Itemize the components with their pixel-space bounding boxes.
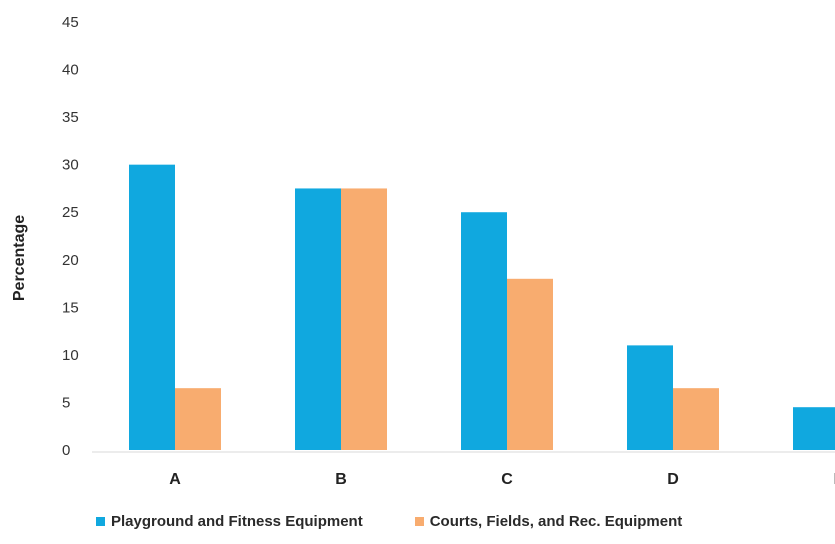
legend-swatch-playground [96, 517, 105, 526]
x-tick-label: A [169, 471, 181, 488]
x-axis-labels: A B C D E [169, 471, 835, 488]
y-tick-label: 5 [62, 394, 70, 411]
bar-playground-a [129, 164, 175, 450]
bar-courts-c [507, 278, 553, 450]
x-tick-label: E [834, 471, 835, 488]
legend-label-courts: Courts, Fields, and Rec. Equipment [429, 513, 683, 530]
y-tick-label: 20 [62, 252, 79, 269]
bar-courts-b [341, 188, 387, 450]
legend-label-playground: Playground and Fitness Equipment [111, 513, 363, 530]
bar-courts-a [175, 388, 221, 450]
y-tick-label: 40 [62, 62, 79, 79]
y-tick-label: 25 [62, 204, 79, 221]
y-axis-ticks: 0 5 10 15 20 25 30 35 40 45 [62, 14, 79, 459]
legend-item-courts: Courts, Fields, and Rec. Equipment [414, 513, 683, 530]
x-tick-label: C [501, 471, 513, 488]
y-tick-label: 0 [62, 442, 70, 459]
x-tick-label: D [667, 471, 679, 488]
bar-playground-c [461, 212, 507, 450]
y-axis-label: Percentage [11, 215, 28, 301]
legend: Playground and Fitness Equipment Courts,… [96, 513, 682, 530]
bars-group [129, 164, 835, 450]
y-tick-label: 10 [62, 347, 79, 364]
legend-item-playground: Playground and Fitness Equipment [96, 513, 363, 530]
y-tick-label: 45 [62, 14, 79, 31]
bar-playground-d [627, 345, 673, 450]
legend-swatch-courts [414, 517, 424, 526]
y-tick-label: 30 [62, 157, 79, 174]
bar-courts-d [673, 388, 719, 450]
bar-playground-b [295, 188, 341, 450]
y-tick-label: 15 [62, 299, 79, 316]
x-tick-label: B [335, 471, 347, 488]
y-tick-label: 35 [62, 109, 79, 126]
bar-playground-e [793, 407, 835, 450]
